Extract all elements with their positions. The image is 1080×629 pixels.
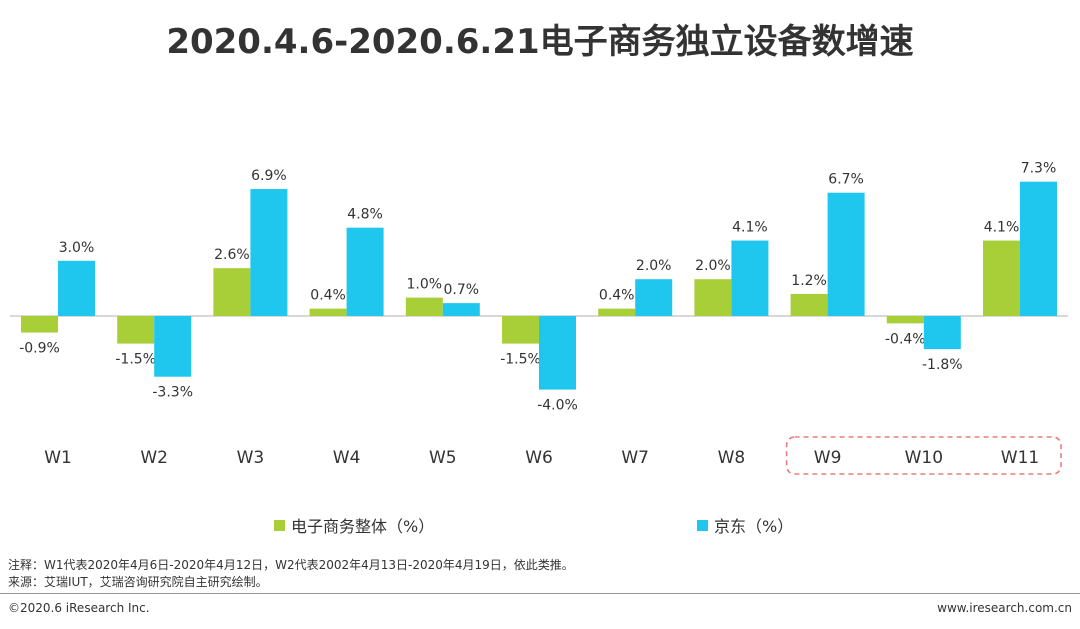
tick-label-w9: W9 <box>814 448 842 468</box>
footnote: 注释：W1代表2020年4月6日-2020年4月12日，W2代表2002年4月1… <box>8 558 574 572</box>
bar-chart: -0.9% 3.0% W1 -1.5% -3.3% W2 2.6% 6.9% W3 0.4% 4.8… <box>10 161 1068 475</box>
bar-jd-w5 <box>442 303 480 316</box>
tick-label-w8: W8 <box>718 448 746 468</box>
bar-ecommerce-w8 <box>694 279 732 316</box>
bar-ecommerce-w6 <box>502 316 539 344</box>
chart-title: 2020.4.6-2020.6.21电子商务独立设备数增速 <box>166 22 914 62</box>
source-note: 来源：艾瑞IUT，艾瑞咨询研究院自主研究绘制。 <box>8 575 268 589</box>
legend-swatch-jd <box>697 519 708 531</box>
label-jd-w2: -3.3% <box>152 385 193 401</box>
label-ecommerce-w5: 1.0% <box>407 277 443 293</box>
label-ecommerce-w2: -1.5% <box>115 352 156 368</box>
tick-label-w5: W5 <box>429 448 457 468</box>
tick-label-w4: W4 <box>333 448 361 468</box>
bar-jd-w4 <box>346 227 384 316</box>
label-ecommerce-w7: 0.4% <box>599 288 635 304</box>
label-ecommerce-w8: 2.0% <box>695 258 731 274</box>
label-jd-w11: 7.3% <box>1021 161 1057 177</box>
tick-label-w6: W6 <box>525 448 553 468</box>
legend-label-ecommerce: 电子商务整体（%） <box>291 517 435 536</box>
label-ecommerce-w9: 1.2% <box>791 273 827 289</box>
bar-jd-w9 <box>827 192 865 316</box>
website: www.iresearch.com.cn <box>937 601 1072 615</box>
label-jd-w1: 3.0% <box>59 240 95 256</box>
footer-divider <box>0 593 1080 594</box>
tick-label-w2: W2 <box>140 448 168 468</box>
bar-jd-w7 <box>635 279 673 316</box>
bar-ecommerce-w11 <box>983 240 1020 316</box>
label-jd-w3: 6.9% <box>251 168 287 184</box>
bar-ecommerce-w10 <box>886 316 924 324</box>
label-jd-w5: 0.7% <box>444 282 480 298</box>
bar-jd-w2 <box>154 316 192 377</box>
tick-label-w3: W3 <box>237 448 265 468</box>
bar-jd-w6 <box>539 316 576 390</box>
bar-ecommerce-w2 <box>117 316 155 344</box>
label-ecommerce-w10: -0.4% <box>885 331 926 347</box>
tick-label-w1: W1 <box>44 448 72 468</box>
tick-label-w10: W10 <box>905 448 943 468</box>
tick-label-w7: W7 <box>621 448 649 468</box>
legend-item-ecommerce: 电子商务整体（%） <box>274 513 434 537</box>
bar-jd-w3 <box>250 189 288 316</box>
legend-swatch-ecommerce <box>274 519 285 531</box>
legend-label-jd: 京东（%） <box>714 517 794 536</box>
bar-ecommerce-w9 <box>790 293 828 316</box>
tick-label-w11: W11 <box>1001 448 1039 468</box>
bar-jd-w10 <box>923 316 961 350</box>
label-ecommerce-w3: 2.6% <box>214 247 250 263</box>
label-jd-w10: -1.8% <box>922 357 963 373</box>
label-jd-w7: 2.0% <box>636 258 672 274</box>
label-jd-w4: 4.8% <box>347 207 383 223</box>
label-ecommerce-w11: 4.1% <box>984 220 1020 236</box>
bar-ecommerce-w5 <box>405 297 443 316</box>
bar-jd-w11 <box>1020 181 1057 316</box>
bar-ecommerce-w3 <box>213 268 251 316</box>
label-jd-w9: 6.7% <box>828 172 864 188</box>
label-jd-w6: -4.0% <box>537 398 578 414</box>
bar-ecommerce-w7 <box>598 308 636 316</box>
label-ecommerce-w1: -0.9% <box>19 341 60 357</box>
bar-ecommerce-w1 <box>21 316 58 333</box>
bar-jd-w1 <box>58 260 95 316</box>
legend-item-jd: 京东（%） <box>697 513 793 537</box>
highlight-box <box>785 436 1062 475</box>
label-ecommerce-w4: 0.4% <box>310 288 346 304</box>
bar-ecommerce-w4 <box>309 308 347 316</box>
label-ecommerce-w6: -1.5% <box>500 352 541 368</box>
bar-jd-w8 <box>731 240 769 316</box>
label-jd-w8: 4.1% <box>732 220 768 236</box>
copyright: ©2020.6 iResearch Inc. <box>8 601 150 615</box>
